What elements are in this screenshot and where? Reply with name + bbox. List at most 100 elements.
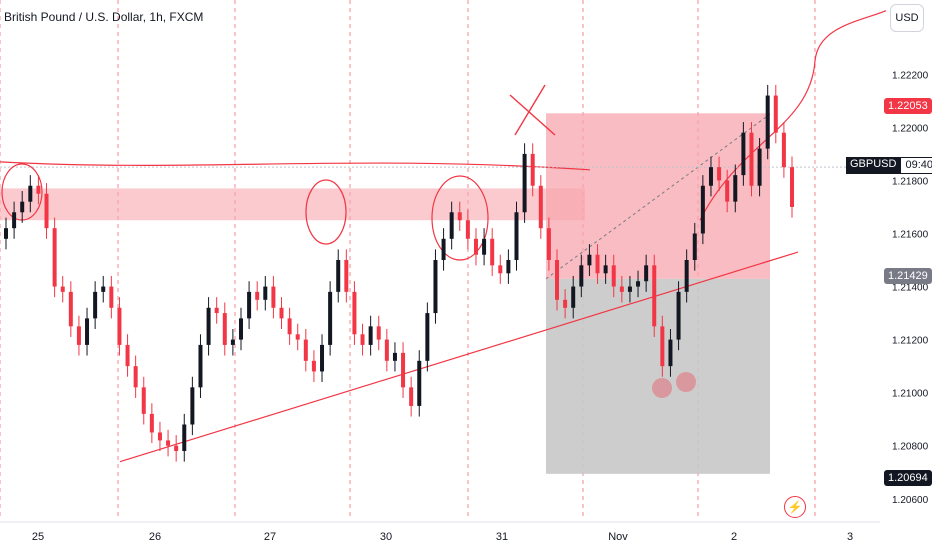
candle-body (401, 352, 406, 388)
candle-body (230, 339, 235, 345)
candle-body (20, 201, 25, 213)
candle-body (611, 265, 616, 287)
candle-body (506, 260, 511, 274)
candle-body (514, 212, 519, 261)
annotation-circle (305, 179, 347, 245)
candle-body (352, 291, 357, 335)
candle-body (441, 238, 446, 261)
candle-body (76, 326, 81, 345)
y-tick-label: 1.21200 (892, 336, 929, 347)
candle-body (141, 387, 146, 414)
candle-body (36, 185, 41, 194)
candle-body (198, 344, 203, 388)
candle-body (255, 291, 260, 300)
candle-body (781, 132, 786, 168)
candle-body (668, 339, 673, 367)
candle-body (174, 445, 179, 452)
candle-body (425, 313, 430, 361)
candle-body (676, 291, 681, 340)
candle-body (182, 424, 187, 452)
candle-body (627, 286, 632, 292)
candle-body (117, 307, 122, 345)
candle-body (279, 307, 284, 319)
hand-drawn-line (0, 161, 591, 171)
candle-body (271, 286, 276, 308)
candle-body (530, 153, 535, 186)
candle-body (652, 265, 657, 327)
candle-body (303, 339, 308, 361)
candle-body (644, 265, 649, 282)
candle-body (482, 238, 487, 255)
candle-body (757, 148, 762, 186)
candle-body (522, 153, 527, 213)
candle-body (149, 413, 154, 433)
candle-body (206, 307, 211, 345)
currency-button[interactable]: USD (890, 4, 924, 32)
candle-body (328, 291, 333, 345)
candle-body (571, 286, 576, 308)
candle-body (336, 260, 341, 292)
candle-body (538, 185, 543, 229)
candle-body (660, 326, 665, 367)
y-tick-label: 1.20800 (892, 442, 929, 453)
candle-body (133, 366, 138, 388)
candle-body (708, 167, 713, 186)
candle-body (85, 318, 90, 345)
x-tick-label: 3 (847, 531, 853, 543)
candle-body (498, 265, 503, 274)
candle-body (765, 95, 770, 149)
candle-body (684, 260, 689, 292)
candle-body (4, 228, 8, 239)
candle-body (44, 193, 49, 229)
candle-body (749, 132, 754, 186)
symbol-label: GBPUSD (846, 157, 901, 174)
candle-body (433, 260, 438, 314)
y-tick-label: 1.22000 (892, 123, 929, 134)
candle-body (587, 254, 592, 266)
candle-body (700, 185, 705, 234)
y-tick-label: 1.20600 (892, 495, 929, 506)
candle-body (465, 220, 470, 239)
chart-title: British Pound / U.S. Dollar, 1h, FXCM (4, 10, 204, 24)
y-tick-label: 1.21400 (892, 283, 929, 294)
candle-body (619, 286, 624, 292)
candle-body (311, 360, 316, 372)
candle-body (384, 339, 389, 361)
candle-body (222, 313, 227, 345)
candle-body (28, 185, 33, 202)
candle-body (238, 318, 243, 340)
candle-body (344, 260, 349, 292)
y-tick-label: 1.21000 (892, 389, 929, 400)
resistance-zone (0, 188, 585, 221)
candle-body (166, 440, 171, 446)
candle-body (636, 281, 641, 287)
candle-body (595, 254, 600, 274)
candle-body (287, 318, 292, 335)
candle-body (692, 233, 697, 261)
x-tick-label: 2 (731, 531, 737, 543)
lightning-icon[interactable]: ⚡ (784, 496, 806, 518)
candle-body (247, 291, 252, 319)
candle-body (717, 167, 722, 181)
candle-body (603, 265, 608, 274)
candle-body (457, 212, 462, 221)
candle-body (60, 286, 65, 292)
candle-body (157, 432, 162, 441)
stop-price-tag: 1.20694 (884, 470, 932, 486)
x-tick-label: 27 (264, 531, 276, 543)
y-tick-label: 1.22200 (892, 70, 929, 81)
candle-body (563, 299, 568, 308)
candle-body (490, 238, 495, 266)
candle-body (376, 326, 381, 340)
trade-diagonal (545, 113, 771, 280)
candle-body (546, 228, 551, 261)
x-tick-label: 25 (32, 531, 44, 543)
candle-body (579, 265, 584, 287)
candle-body (190, 387, 195, 425)
candle-body (790, 167, 794, 207)
candle-body (101, 286, 106, 292)
candle-body (68, 291, 73, 327)
x-tick-label: 31 (496, 531, 508, 543)
cross-mark (509, 84, 556, 136)
